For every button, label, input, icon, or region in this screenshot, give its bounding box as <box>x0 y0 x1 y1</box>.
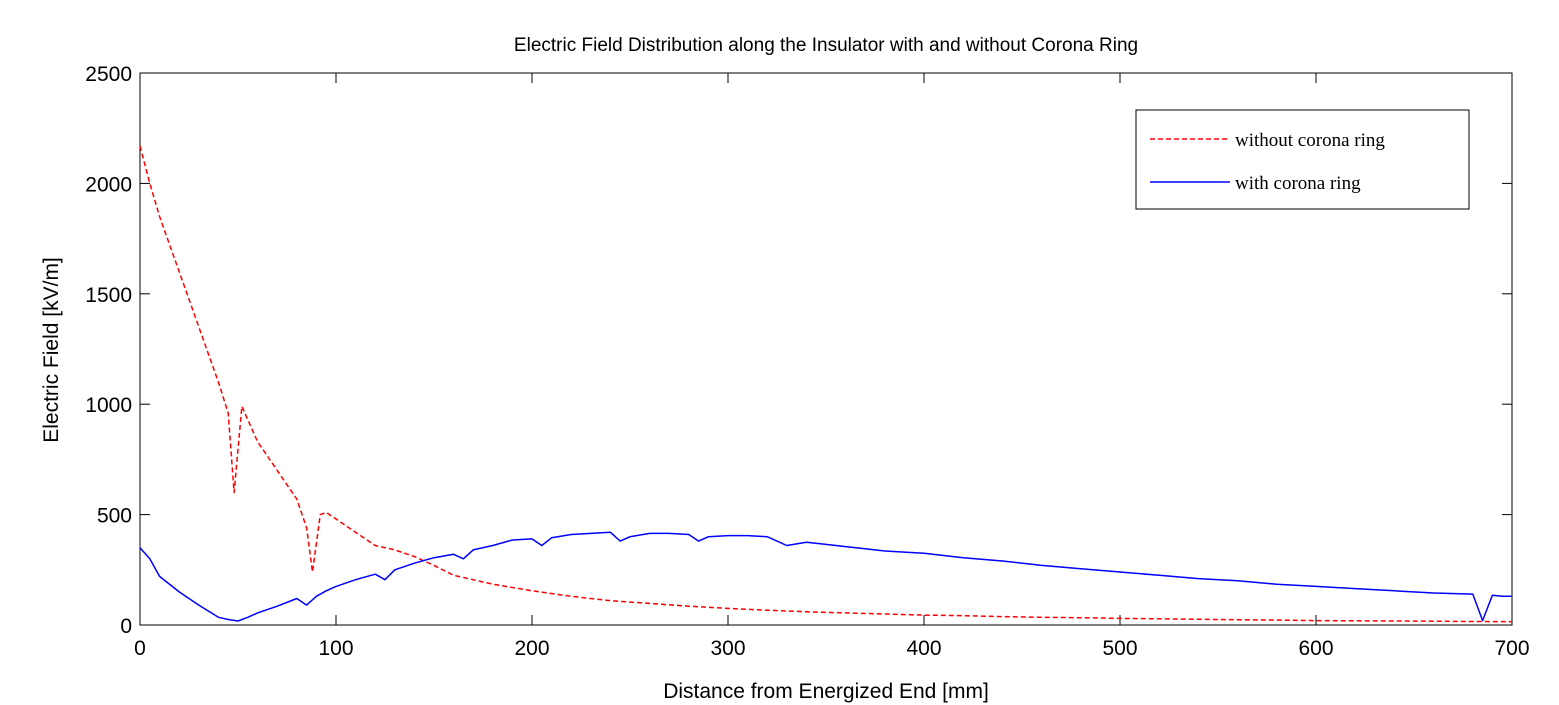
plot-area: 0 100 200 300 400 500 600 700 0 500 1000 1500 2000 25… <box>85 63 1529 660</box>
legend-label-without-corona-ring: without corona ring <box>1235 130 1385 151</box>
x-tick-label: 100 <box>318 637 353 660</box>
x-tick-label: 300 <box>710 637 745 660</box>
y-tick-label: 1500 <box>85 284 132 307</box>
x-tick-label: 700 <box>1494 637 1529 660</box>
x-tick-label: 200 <box>514 637 549 660</box>
legend: without corona ring with corona ring <box>1135 109 1470 210</box>
y-axis-title: Electric Field [kV/m] <box>40 257 63 443</box>
legend-label-with-corona-ring: with corona ring <box>1235 173 1361 194</box>
x-tick-label: 500 <box>1102 637 1137 660</box>
axes-box <box>139 72 1513 626</box>
x-tick-label: 400 <box>906 637 941 660</box>
x-tick-label: 600 <box>1298 637 1333 660</box>
x-axis-title: Distance from Energized End [mm] <box>663 680 989 703</box>
x-tick-label: 0 <box>134 637 146 660</box>
y-tick-label: 0 <box>120 615 132 638</box>
y-tick-label: 1000 <box>85 394 132 417</box>
y-tick-label: 500 <box>97 505 132 528</box>
y-tick-label: 2500 <box>85 63 132 86</box>
legend-box <box>1135 109 1470 210</box>
y-tick-label: 2000 <box>85 173 132 196</box>
series-line-without-corona-ring <box>139 145 1513 623</box>
chart-title: Electric Field Distribution along the In… <box>514 35 1138 56</box>
series-line-with-corona-ring <box>139 531 1512 622</box>
